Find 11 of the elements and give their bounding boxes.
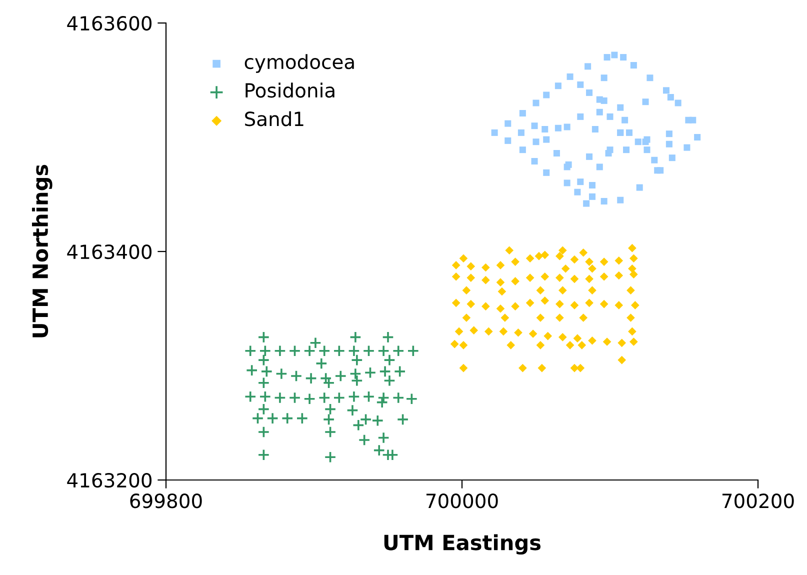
y-tick-label: 4163600	[67, 16, 152, 31]
y-axis-title: UTM Northings	[32, 164, 52, 338]
legend-label: Posidonia	[246, 82, 334, 98]
y-tick-label: 4163400	[67, 244, 152, 260]
legend-label: Sand1	[245, 111, 304, 126]
x-tick-label: 699800	[130, 494, 202, 508]
legend-label: cymodocea	[244, 54, 354, 73]
x-tick-label: 700200	[722, 494, 794, 508]
x-tick-label: 700000	[426, 494, 498, 508]
x-axis-title: UTM Eastings	[384, 534, 541, 555]
y-tick-label: 4163200	[67, 472, 152, 488]
